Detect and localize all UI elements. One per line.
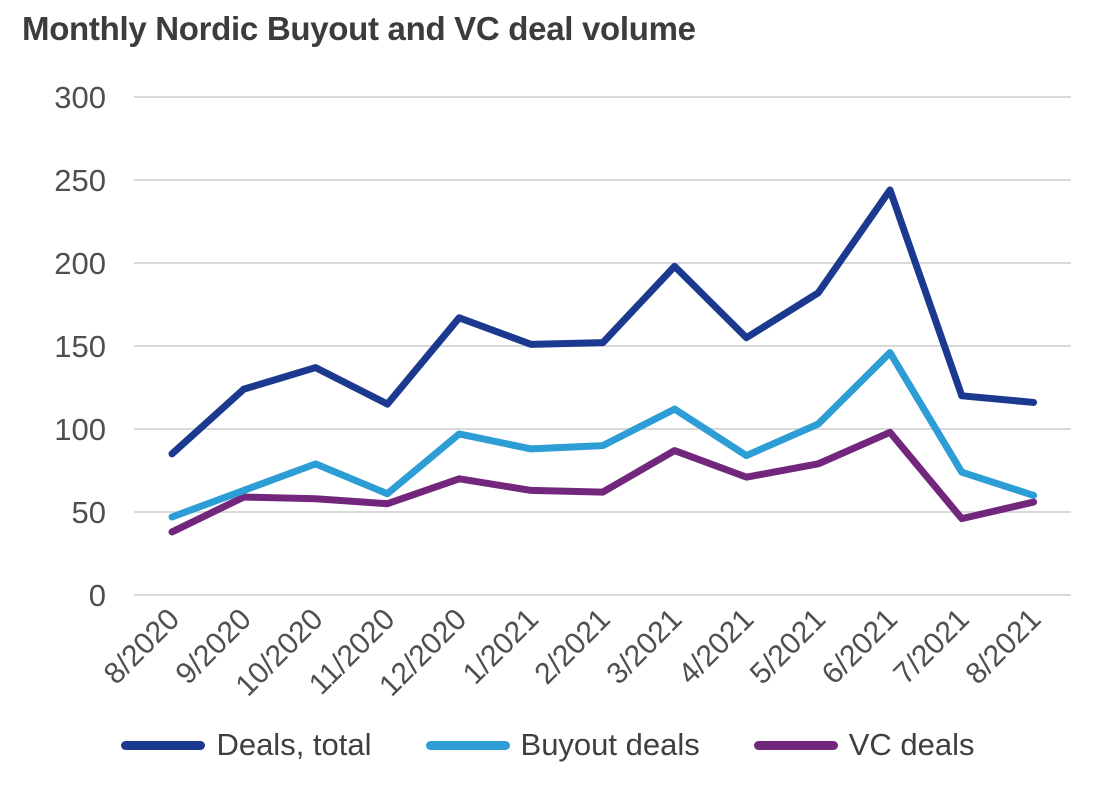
- legend-swatch-vc-deals-icon: [753, 740, 838, 750]
- x-tick-label: 1/2021: [457, 603, 545, 691]
- x-tick-label: 3/2021: [600, 603, 688, 691]
- legend-swatch-deals-total-icon: [121, 740, 206, 750]
- y-tick-label: 200: [54, 246, 106, 281]
- x-tick-label: 5/2021: [744, 603, 832, 691]
- x-tick-label: 8/2021: [959, 603, 1047, 691]
- legend-label-vc-deals: VC deals: [848, 727, 975, 762]
- x-tick-label: 8/2020: [98, 603, 186, 691]
- x-tick-label: 7/2021: [888, 603, 976, 691]
- chart-legend: Deals, total Buyout deals VC deals: [0, 727, 1096, 763]
- y-tick-label: 300: [54, 80, 106, 115]
- chart-title: Monthly Nordic Buyout and VC deal volume: [22, 10, 696, 47]
- legend-item-vc-deals: VC deals: [753, 727, 975, 763]
- x-tick-label: 2/2021: [529, 603, 617, 691]
- x-tick-label: 6/2021: [816, 603, 904, 691]
- series-line-vc-deals: [168, 428, 1038, 536]
- y-tick-label: 0: [89, 578, 106, 613]
- legend-label-deals-total: Deals, total: [216, 727, 372, 762]
- y-tick-label: 250: [54, 163, 106, 198]
- y-tick-label: 150: [54, 329, 106, 364]
- y-tick-label: 50: [72, 495, 106, 530]
- legend-item-buyout-deals: Buyout deals: [425, 727, 700, 763]
- legend-item-deals-total: Deals, total: [121, 727, 372, 763]
- x-tick-label: 4/2021: [672, 603, 760, 691]
- series-line-deals-total: [168, 186, 1038, 458]
- series-line-buyout-deals: [168, 349, 1038, 521]
- legend-label-buyout-deals: Buyout deals: [520, 727, 700, 762]
- y-tick-label: 100: [54, 412, 106, 447]
- legend-swatch-buyout-deals-icon: [425, 740, 510, 750]
